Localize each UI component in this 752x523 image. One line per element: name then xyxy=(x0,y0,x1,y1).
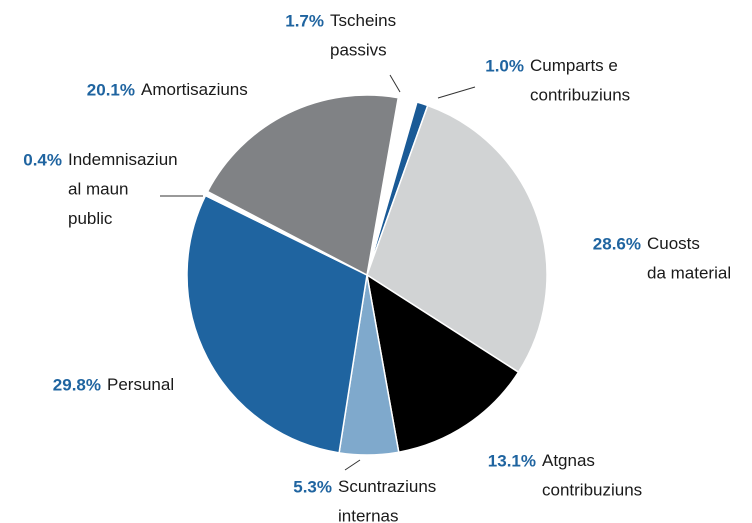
pie-slice xyxy=(186,194,368,454)
value-label: 29.8% xyxy=(53,375,101,394)
category-label: Cuosts da material xyxy=(647,234,731,283)
value-label: 0.4% xyxy=(23,150,62,169)
category-label: Persunal xyxy=(107,375,174,394)
value-label: 13.1% xyxy=(488,451,536,470)
category-label: Cumparts e contribuziuns xyxy=(530,56,630,105)
category-label: Indemnisaziun al maun public xyxy=(68,150,178,228)
leader-line xyxy=(344,459,361,471)
leader-line xyxy=(437,86,476,99)
value-label: 1.0% xyxy=(485,56,524,75)
pie-slice xyxy=(206,94,400,277)
value-label: 1.7% xyxy=(285,11,324,30)
leader-line xyxy=(389,74,401,93)
category-label: Tscheins passivs xyxy=(330,11,396,60)
pie-slice xyxy=(366,104,548,374)
value-label: 5.3% xyxy=(293,477,332,496)
value-label: 28.6% xyxy=(593,234,641,253)
category-label: Atgnas contribuziuns xyxy=(542,451,642,500)
value-label: 20.1% xyxy=(87,80,135,99)
pie-slice xyxy=(365,273,520,454)
category-label: Scuntraziuns internas xyxy=(338,477,436,523)
category-label: Amortisaziuns xyxy=(141,80,248,99)
